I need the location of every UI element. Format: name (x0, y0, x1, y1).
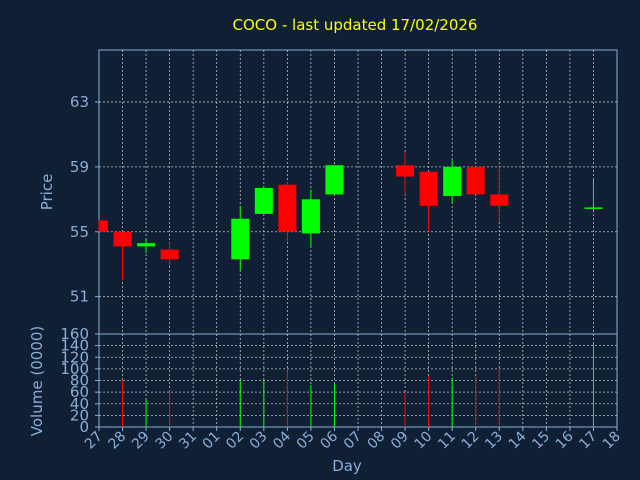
candle-body (584, 207, 603, 209)
x-tick-label: 07 (341, 429, 365, 453)
x-tick-label: 16 (553, 428, 577, 452)
x-tick-label: 29 (129, 429, 153, 453)
x-tick-label: 10 (412, 429, 436, 453)
candle-body (490, 194, 509, 206)
x-tick-label: 28 (105, 429, 129, 453)
x-tick-label: 03 (247, 429, 271, 453)
volume-tick-label: 40 (70, 395, 89, 413)
price-tick-label: 55 (70, 223, 89, 241)
chart-title: COCO - last updated 17/02/2026 (233, 16, 478, 34)
volume-tick-label: 140 (60, 337, 89, 355)
volume-tick-label: 160 (60, 325, 89, 343)
volume-axis-label: Volume (0000) (28, 326, 46, 436)
volume-tick-label: 60 (70, 383, 89, 401)
x-tick-label: 13 (482, 429, 506, 453)
x-tick-label: 12 (459, 429, 483, 453)
x-tick-label: 15 (529, 429, 553, 453)
candle-body (396, 165, 415, 177)
candle-body (113, 231, 132, 247)
x-tick-label: 08 (364, 429, 388, 453)
candle-body (99, 220, 108, 232)
candle-body (278, 184, 297, 232)
x-tick-label: 06 (317, 428, 341, 452)
volume-tick-label: 100 (60, 360, 89, 378)
x-tick-label: 17 (576, 429, 600, 453)
x-tick-label: 04 (270, 428, 294, 452)
candle-body (443, 166, 462, 197)
x-axis-label: Day (332, 457, 362, 475)
volume-tick-label: 120 (60, 348, 89, 366)
x-tick-label: 18 (600, 429, 624, 453)
x-tick-label: 31 (176, 429, 200, 453)
price-axis-label: Price (38, 174, 56, 211)
candle-body (419, 171, 438, 206)
x-tick-label: 05 (294, 429, 318, 453)
x-tick-label: 11 (435, 429, 459, 453)
x-tick-label: 01 (200, 429, 224, 453)
volume-tick-label: 0 (79, 418, 89, 436)
price-panel: 51 55 59 63 (70, 49, 618, 335)
price-tick-label: 63 (70, 93, 89, 111)
candle-body (160, 249, 179, 260)
price-tick-label: 59 (70, 158, 89, 176)
x-tick-label: 09 (388, 429, 412, 453)
candle-body (137, 243, 156, 247)
x-tick-label: 14 (506, 428, 530, 452)
price-tick-label: 51 (70, 288, 89, 306)
candle-body (301, 199, 320, 234)
x-tick-label: 30 (153, 429, 177, 453)
x-tick-label: 02 (223, 429, 247, 453)
candle-body (231, 218, 250, 260)
candle-body (325, 165, 344, 195)
volume-tick-label: 80 (70, 372, 89, 390)
volume-tick-label: 20 (70, 406, 89, 424)
candle-body (254, 187, 273, 214)
candle-body (466, 166, 485, 195)
